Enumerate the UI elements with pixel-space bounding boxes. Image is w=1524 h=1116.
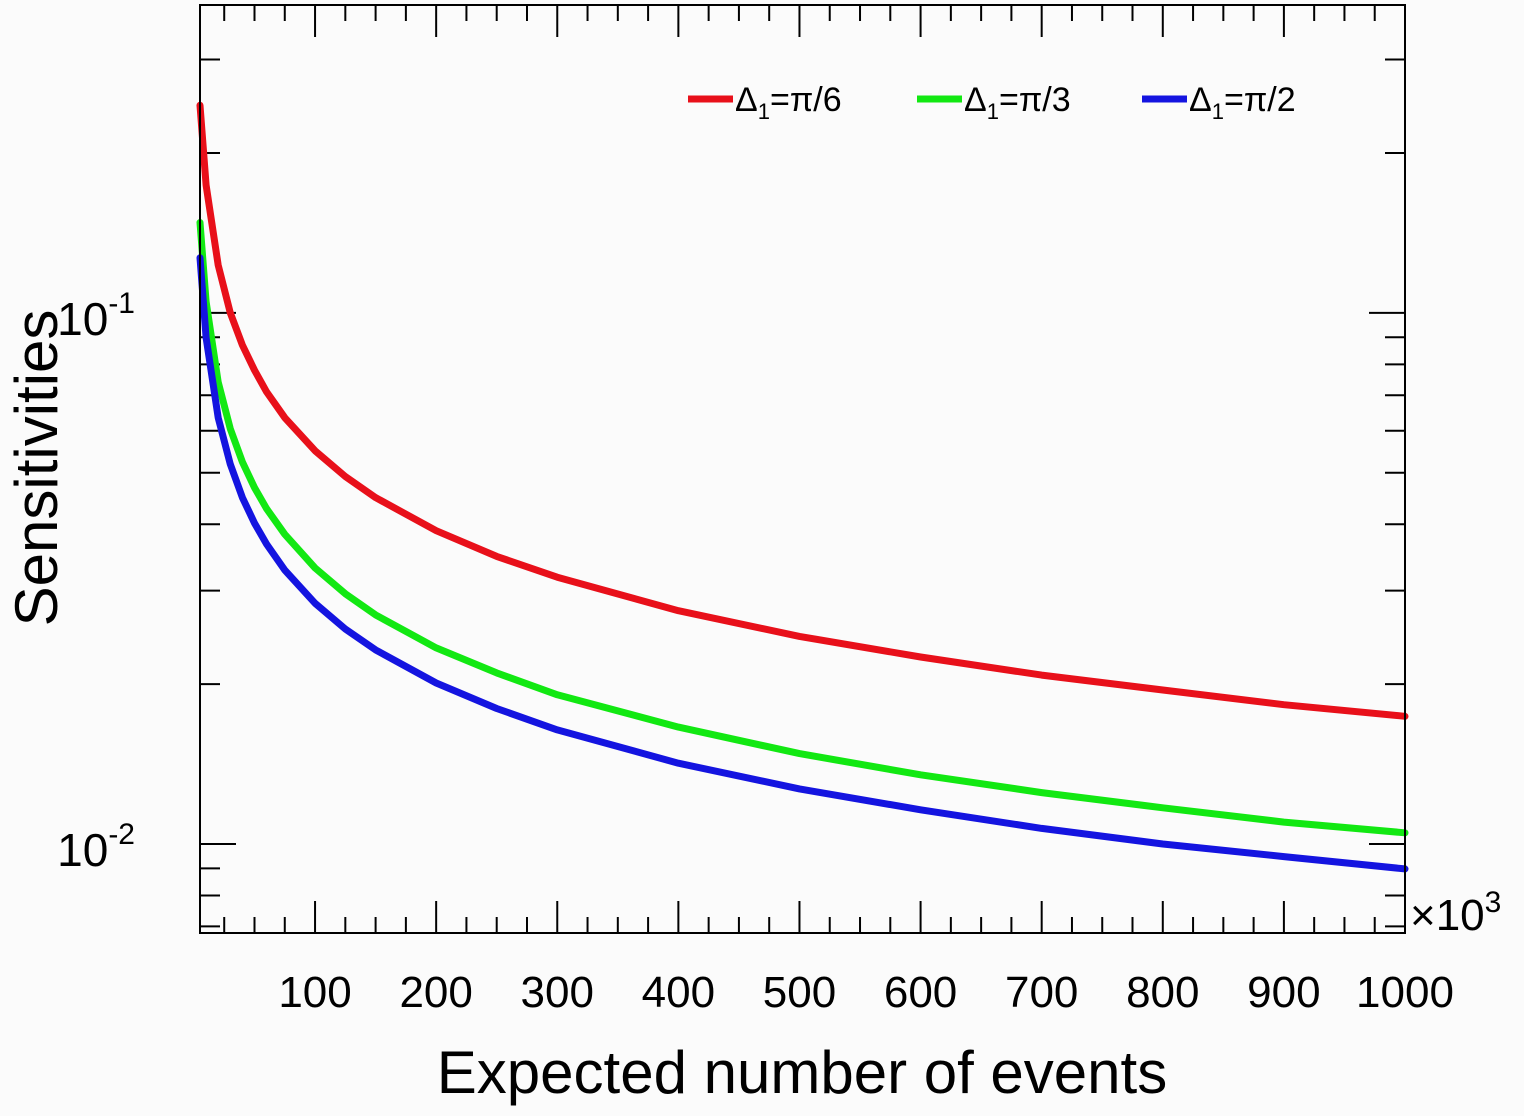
y-tick-labels: 10-1 10-2 <box>57 287 135 876</box>
legend: Δ1=π/6 Δ1=π/3 Δ1=π/2 <box>688 81 1296 124</box>
x-tick-label: 100 <box>278 968 351 1017</box>
series-line <box>196 219 1409 837</box>
x-tick-label: 400 <box>642 968 715 1017</box>
x-minor-ticks <box>223 5 1376 933</box>
x-tick-label: 700 <box>1005 968 1078 1017</box>
x-axis-multiplier: ×103 <box>1410 886 1501 940</box>
major-ticks <box>200 5 1406 933</box>
y-tick-label: 10-2 <box>57 818 135 876</box>
x-axis-label: Expected number of events <box>437 1039 1167 1106</box>
series-line <box>196 101 1409 720</box>
legend-label: Δ1=π/6 <box>735 81 842 124</box>
x-tick-label: 300 <box>521 968 594 1017</box>
y-tick-label: 10-1 <box>57 287 135 345</box>
x-tick-label: 500 <box>763 968 836 1017</box>
y-minor-ticks <box>200 58 1405 928</box>
x-tick-labels: 100 200 300 400 500 600 700 800 900 1000 <box>278 968 1454 1017</box>
legend-label: Δ1=π/3 <box>964 81 1071 124</box>
x-tick-label: 200 <box>399 968 472 1017</box>
x-tick-label: 900 <box>1247 968 1320 1017</box>
series-line <box>196 254 1409 873</box>
series-lines <box>196 101 1409 873</box>
x-tick-label: 600 <box>884 968 957 1017</box>
x-tick-label: 800 <box>1126 968 1199 1017</box>
plot-frame <box>199 4 1406 934</box>
y-axis-label: Sensitivities <box>3 310 70 627</box>
legend-label: Δ1=π/2 <box>1189 81 1296 124</box>
x-tick-label: 1000 <box>1356 968 1454 1017</box>
